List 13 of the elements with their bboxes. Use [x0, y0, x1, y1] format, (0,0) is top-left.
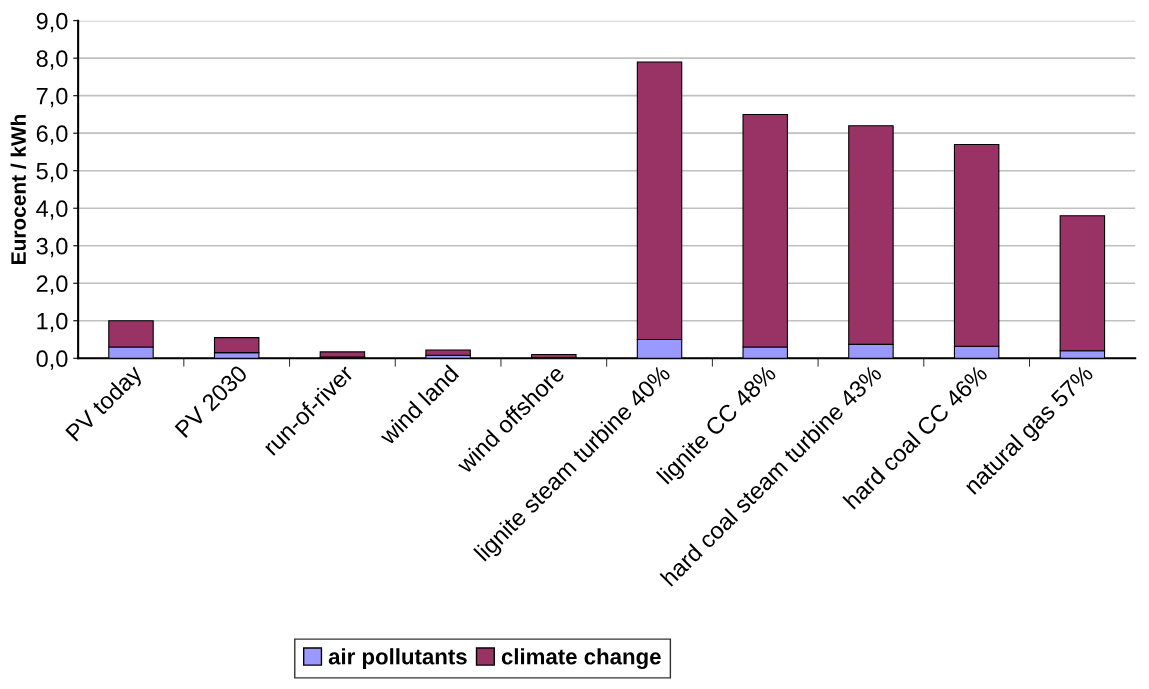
- y-tick-label: 7,0: [36, 87, 68, 108]
- y-tick-label: 5,0: [36, 162, 68, 183]
- y-tick-label: 8,0: [36, 50, 68, 70]
- y-tick-label: 9,0: [36, 12, 68, 33]
- y-tick-label: 6,0: [36, 125, 68, 145]
- y-tick-label: 3,0: [36, 237, 68, 258]
- legend-label: air pollutants: [328, 648, 467, 669]
- y-axis-title: Eurocent / kWh: [10, 114, 27, 264]
- y-tick-label: 2,0: [36, 275, 68, 295]
- y-tick-label: 4,0: [36, 200, 68, 220]
- y-tick-label: 0,0: [36, 350, 68, 370]
- y-tick-label: 1,0: [37, 312, 68, 333]
- legend-label: climate change: [501, 648, 661, 669]
